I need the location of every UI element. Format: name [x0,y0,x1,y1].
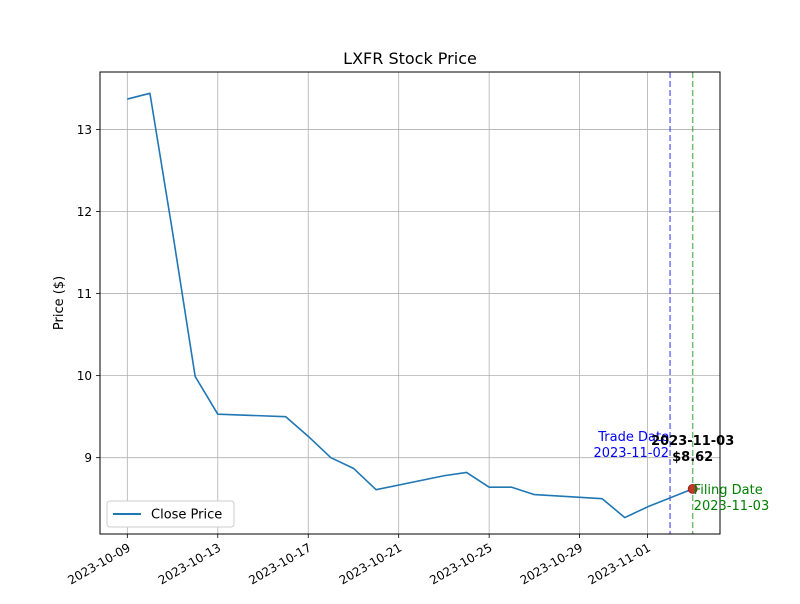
y-tick-label: 13 [77,123,92,137]
y-tick-label: 9 [84,451,92,465]
legend: Close Price [106,500,235,528]
series-layer [127,92,693,519]
y-tick-label: 10 [77,369,92,383]
y-axis-label: Price ($) [52,276,67,330]
x-axis: 2023-10-09 2023-10-13 2023-10-17 2023-10-21… [65,534,653,587]
x-tick-label: 2023-10-09 [65,540,132,587]
x-tick-label: 2023-11-01 [586,540,653,587]
event-lines [669,72,694,534]
y-tick-label: 11 [77,287,92,301]
highlight-point [687,483,698,494]
trade-date-label: Trade Date [597,430,669,445]
y-tick-label: 12 [77,205,92,219]
highlight-price-label: $8.62 [672,450,713,465]
legend-box [106,500,235,528]
x-tick-label: 2023-10-29 [518,540,585,587]
highlight-date-label: 2023-11-03 [651,434,734,449]
filing-date-label: Filing Date [694,483,763,498]
chart-title: LXFR Stock Price [343,49,477,68]
plot-frame [99,71,721,535]
x-tick-label: 2023-10-13 [156,540,223,587]
y-axis: 9 10 11 12 13 [77,123,100,465]
close-price-line [127,92,693,519]
filing-date-value: 2023-11-03 [694,499,770,514]
grid-layer [100,72,720,534]
trade-date-value: 2023-11-02 [593,446,669,461]
legend-label: Close Price [151,508,222,523]
x-tick-label: 2023-10-25 [427,540,494,587]
x-tick-label: 2023-10-21 [337,540,404,587]
x-tick-label: 2023-10-17 [246,540,313,587]
